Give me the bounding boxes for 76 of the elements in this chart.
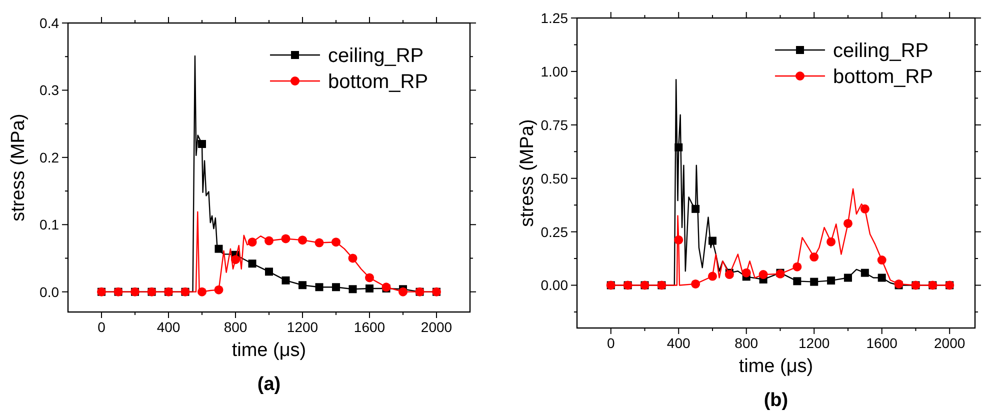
x-tick-label: 1600 [354,319,386,335]
legend-label: bottom_RP [833,66,934,88]
x-tick-label: 0 [98,319,106,335]
point [298,281,306,290]
x-axis-title: time (μs) [232,340,306,361]
point [214,285,224,294]
x-tick-label: 800 [224,319,248,335]
x-tick-label: 2000 [934,335,966,351]
y-tick-label: 1.00 [540,63,568,80]
point [724,270,734,280]
point [844,274,852,282]
point [348,254,358,263]
point [315,283,324,292]
point [826,237,836,246]
point [231,255,240,264]
y-tick-label: 0.1 [40,216,60,233]
point [332,238,340,247]
point [810,278,818,286]
text: (a) [257,374,281,395]
point [878,274,886,282]
point [282,276,290,284]
point [314,238,324,248]
y-tick-label: 0.25 [540,224,568,240]
point [674,143,683,152]
point [793,277,802,286]
x-tick-label: 2000 [420,319,452,335]
point [708,236,716,245]
x-tick-label: 800 [734,335,758,351]
x-axis-title: time (μs) [738,356,814,377]
point [860,204,870,214]
y-tick-label: 1.25 [540,10,568,26]
point [366,284,374,292]
point [332,283,340,292]
point [758,270,768,280]
y-tick-label: 0.0 [40,284,60,300]
point [198,287,206,296]
point [265,268,273,276]
legend-label: bottom_RP [328,71,428,93]
x-tick-label: 1600 [866,335,898,351]
point [810,252,819,262]
y-axis-title: stress (MPa) [8,114,29,222]
text: (b) [764,390,788,411]
point [214,244,223,253]
x-tick-label: 1200 [286,319,318,335]
point [248,238,257,247]
y-tick-label: 0.3 [40,82,60,98]
point [827,276,836,285]
x-tick-label: 400 [666,335,691,351]
point [708,272,717,281]
point [365,273,374,282]
point [877,256,886,265]
y-tick-label: 0.00 [540,277,568,294]
point [691,279,700,288]
point [398,287,408,296]
y-tick-label: 0.75 [540,116,568,133]
x-tick-label: 400 [156,319,180,335]
y-tick-label: 0.50 [540,170,568,186]
point [264,236,274,246]
legend-label: ceiling_RP [328,45,424,67]
x-tick-label: 0 [606,335,615,351]
point [742,268,751,278]
point [674,235,684,244]
point [843,218,852,228]
point [248,260,256,268]
point [692,204,700,213]
legend-label: ceiling_RP [833,40,929,62]
point [298,236,307,245]
point [860,268,869,277]
y-tick-label: 0.4 [40,15,60,31]
y-tick-label: 0.2 [40,149,60,166]
point [348,285,357,294]
y-axis-title: stress (MPa) [517,119,538,227]
point [792,262,802,272]
point [281,234,290,244]
x-tick-label: 1200 [798,335,830,351]
point [198,140,206,148]
